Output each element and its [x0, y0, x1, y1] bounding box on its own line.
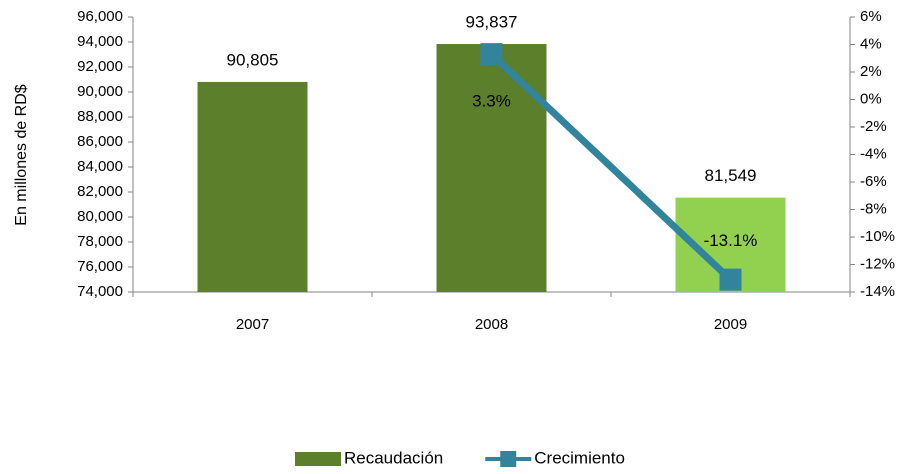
y2-tick-label: -4%: [860, 145, 887, 162]
y-tick-label: 84,000: [77, 158, 123, 175]
y2-tick-label: -8%: [860, 200, 887, 217]
y2-tick-label: -12%: [860, 255, 895, 272]
y-axis-label: En millones de RD$: [13, 84, 30, 226]
data-label: 93,837: [466, 13, 518, 32]
y-tick-label: 76,000: [77, 258, 123, 275]
y2-tick-label: 0%: [860, 90, 882, 107]
y2-tick-label: 6%: [860, 8, 882, 25]
legend-label: Crecimiento: [534, 448, 625, 467]
y2-tick-label: 2%: [860, 63, 882, 80]
x-tick-label: 2008: [475, 316, 508, 333]
line-marker: [719, 268, 742, 291]
y-tick-label: 88,000: [77, 108, 123, 125]
y-tick-label: 74,000: [77, 283, 123, 300]
y2-tick-label: 4%: [860, 35, 882, 52]
line: [489, 51, 733, 283]
legend-label: Recaudación: [344, 448, 443, 467]
legend-swatch: [295, 452, 341, 466]
y2-tick-label: -2%: [860, 118, 887, 135]
y-tick-label: 96,000: [77, 8, 123, 25]
legend-marker: [500, 451, 517, 467]
y-tick-label: 90,000: [77, 83, 123, 100]
data-label: 81,549: [705, 166, 757, 185]
line-marker: [480, 43, 503, 66]
y2-tick-label: -14%: [860, 283, 895, 300]
data-label: 3.3%: [472, 92, 511, 111]
y-tick-label: 94,000: [77, 33, 123, 50]
y-tick-label: 78,000: [77, 233, 123, 250]
bar: [436, 44, 547, 292]
y2-tick-label: -10%: [860, 228, 895, 245]
y-tick-label: 80,000: [77, 208, 123, 225]
y-tick-label: 86,000: [77, 133, 123, 150]
y-tick-label: 92,000: [77, 58, 123, 75]
y-tick-label: 82,000: [77, 183, 123, 200]
x-tick-label: 2009: [714, 316, 747, 333]
x-tick-label: 2007: [236, 316, 269, 333]
data-label: -13.1%: [704, 231, 758, 250]
data-label: 90,805: [227, 50, 279, 69]
bar: [197, 81, 308, 292]
y2-tick-label: -6%: [860, 173, 887, 190]
